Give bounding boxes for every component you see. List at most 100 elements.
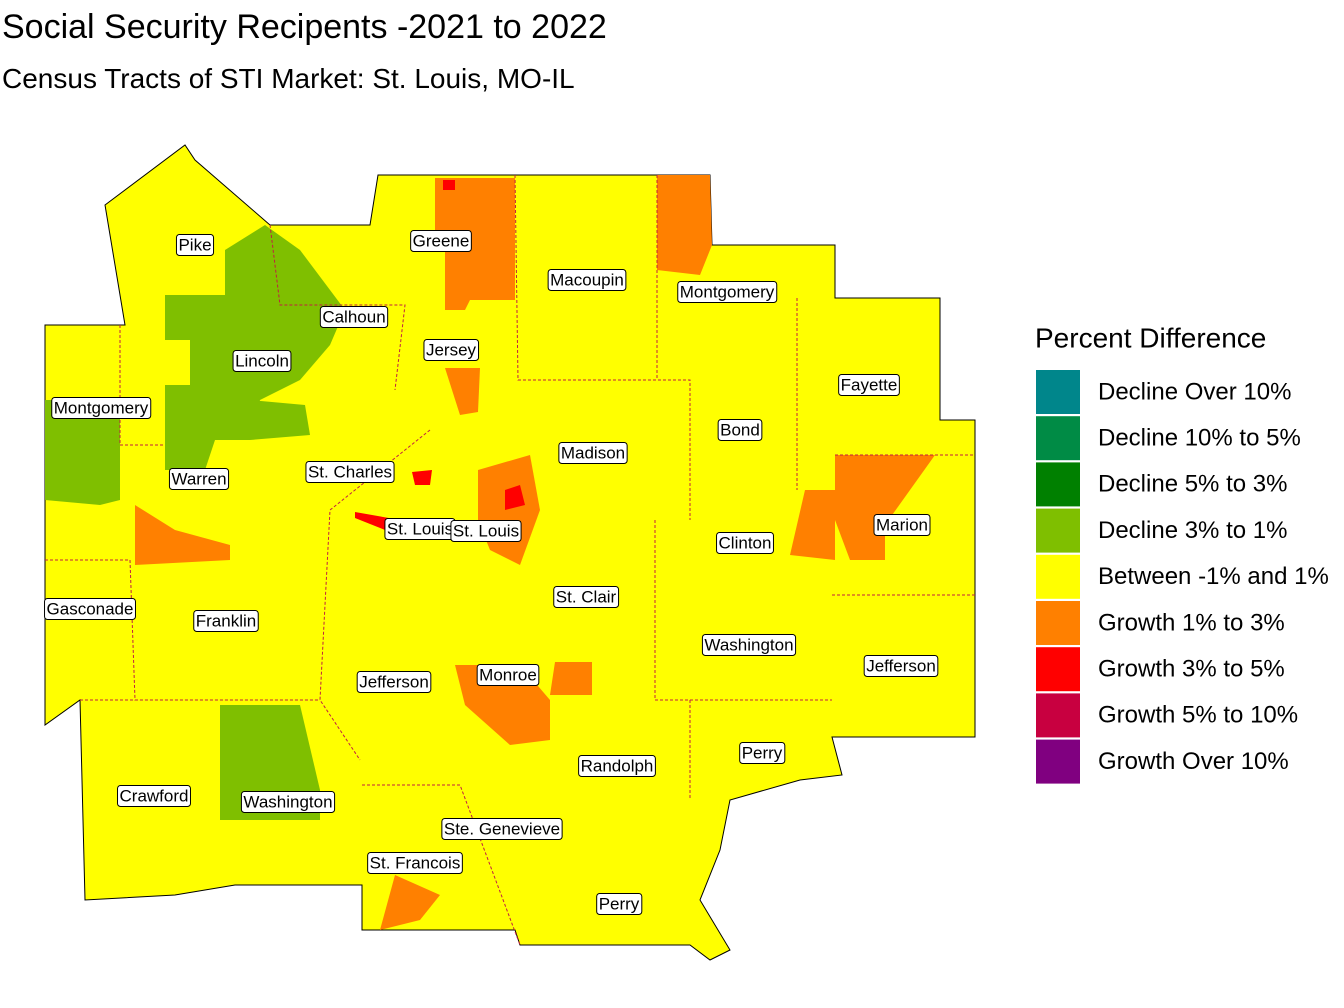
county-label-box	[367, 851, 463, 874]
county-label: St. Louis	[453, 521, 519, 540]
tract-growth-high	[412, 470, 432, 485]
tract-growth	[835, 455, 935, 560]
county-label: Monroe	[479, 665, 537, 684]
county-label-box	[450, 519, 522, 542]
county-label: Randolph	[581, 756, 654, 775]
legend-swatch	[1036, 416, 1080, 461]
tract-growth	[380, 875, 440, 930]
tract-growth	[445, 368, 480, 415]
county-label: Jefferson	[866, 656, 936, 675]
legend-label: Growth 5% to 10%	[1098, 702, 1298, 729]
county-label: Macoupin	[550, 270, 624, 289]
county-label-box	[739, 741, 786, 764]
legend-swatch	[1036, 647, 1080, 692]
county-label-box	[863, 654, 939, 677]
county-label-box	[701, 633, 797, 656]
title: Social Security Recipents -2021 to 2022	[2, 8, 607, 46]
county-label-box	[476, 663, 540, 686]
legend-label: Decline Over 10%	[1098, 378, 1291, 405]
legend: Percent Difference Decline Over 10% Decli…	[1035, 322, 1329, 784]
county-label: Washington	[243, 792, 332, 811]
legend-label: Between -1% and 1%	[1098, 563, 1329, 590]
tract-decline	[165, 225, 345, 470]
tract-growth-high	[505, 485, 525, 510]
county-label-box	[240, 790, 336, 813]
county-label: Jefferson	[359, 672, 429, 691]
county-label-box	[410, 229, 472, 252]
legend-swatch	[1036, 462, 1080, 507]
county-label: Crawford	[120, 786, 189, 805]
county-label: Montgomery	[54, 398, 149, 417]
county-label-box	[717, 418, 763, 441]
subtitle: Census Tracts of STI Market: St. Louis, …	[2, 63, 575, 94]
legend-label: Decline 3% to 1%	[1098, 517, 1287, 544]
county-label-box	[51, 396, 152, 419]
county-label: Ste. Genevieve	[444, 819, 560, 838]
county-border	[45, 174, 975, 946]
county-label: Jersey	[426, 340, 477, 359]
county-label-box	[193, 609, 259, 632]
tract-growth-high	[443, 180, 455, 190]
county-label: Warren	[171, 469, 226, 488]
legend-label: Decline 10% to 5%	[1098, 425, 1301, 452]
county-label: Clinton	[719, 533, 772, 552]
county-label: Perry	[742, 743, 783, 762]
county-label-box	[596, 892, 643, 915]
county-label: St. Francois	[370, 853, 461, 872]
county-label: Greene	[413, 231, 470, 250]
tract-growth	[135, 505, 230, 565]
county-label: St. Clair	[556, 587, 617, 606]
county-label-box	[547, 268, 627, 291]
county-label-box	[553, 585, 620, 608]
county-label-box	[168, 467, 230, 490]
county-label-box	[873, 513, 931, 536]
county-label: Calhoun	[322, 307, 385, 326]
county-label: St. Charles	[308, 462, 392, 481]
county-label: Washington	[704, 635, 793, 654]
legend-swatch	[1036, 508, 1080, 553]
legend-swatch	[1036, 693, 1080, 738]
county-label-box	[232, 349, 292, 372]
county-label-box	[356, 670, 432, 693]
county-label: Montgomery	[680, 282, 775, 301]
county-label: Gasconade	[47, 599, 134, 618]
county-label: Lincoln	[235, 351, 289, 370]
county-label-box	[677, 280, 778, 303]
county-label-box	[716, 531, 774, 554]
county-label-box	[44, 597, 136, 620]
legend-swatch	[1036, 601, 1080, 645]
county-label: St. Louis	[387, 519, 453, 538]
tract-decline	[45, 400, 120, 505]
county-label-box	[558, 441, 628, 464]
county-label-box	[441, 817, 563, 840]
county-label-box	[578, 754, 656, 777]
legend-label: Growth 1% to 3%	[1098, 609, 1285, 636]
county-label: Bond	[720, 420, 760, 439]
tract-growth	[550, 662, 592, 695]
legend-title: Percent Difference	[1035, 322, 1266, 353]
tract-growth	[435, 178, 515, 310]
tract-growth	[790, 490, 835, 560]
county-label: Marion	[876, 515, 928, 534]
county-label: Pike	[178, 235, 211, 254]
legend-label: Growth 3% to 5%	[1098, 656, 1285, 683]
legend-swatch	[1036, 370, 1080, 414]
tract-growth	[657, 175, 712, 275]
legend-swatch	[1036, 554, 1080, 599]
county-label: Madison	[561, 443, 625, 462]
county-label: Perry	[599, 894, 640, 913]
legend-label: Growth Over 10%	[1098, 748, 1289, 775]
county-label-box	[117, 784, 191, 807]
tract-decline	[250, 400, 310, 440]
county-label-box	[175, 233, 215, 256]
county-label-box	[423, 338, 480, 361]
county-label-box	[319, 305, 389, 328]
county-label: Franklin	[196, 611, 256, 630]
county-label-box	[838, 373, 900, 396]
county-label: Fayette	[841, 375, 898, 394]
county-labels: Pike Greene Macoupin Montgomery Calhoun Linco…	[44, 229, 939, 915]
county-label-box	[305, 460, 395, 483]
legend-label: Decline 5% to 3%	[1098, 471, 1287, 498]
legend-swatch	[1036, 739, 1080, 784]
